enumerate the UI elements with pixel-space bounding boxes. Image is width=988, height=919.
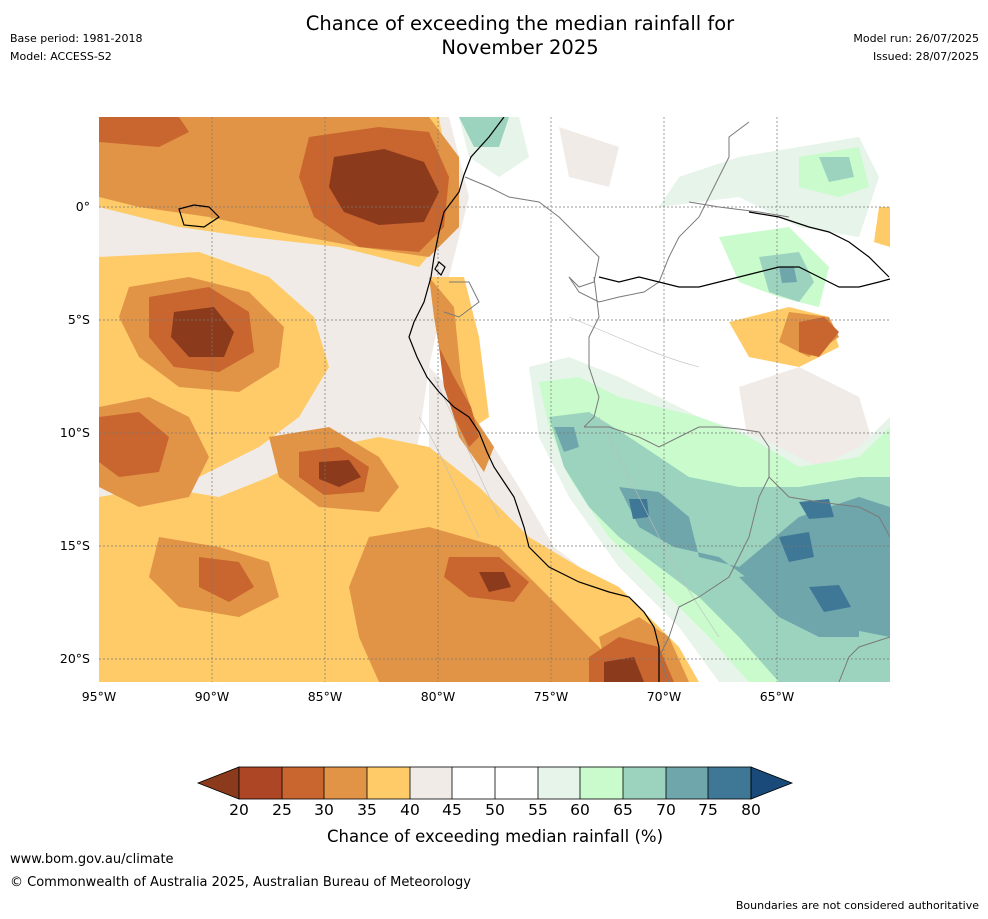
colorbar-label-80: 80	[741, 801, 761, 819]
y-tick-10s: 10°S	[59, 425, 90, 440]
y-tick-15s: 15°S	[59, 538, 90, 553]
colorbar-dividers	[238, 766, 752, 800]
colorbar-label-75: 75	[698, 801, 718, 819]
colorbar	[196, 766, 794, 800]
website-link[interactable]: www.bom.gov.au/climate	[10, 852, 174, 867]
rainfall-contour-map	[99, 117, 890, 682]
colorbar-label-45: 45	[442, 801, 462, 819]
colorbar-label-70: 70	[656, 801, 676, 819]
model-run-label: Model run: 26/07/2025	[853, 32, 979, 45]
copyright-text: © Commonwealth of Australia 2025, Austra…	[10, 875, 471, 890]
map-title: Chance of exceeding the median rainfall …	[200, 12, 840, 60]
y-tick-0: 0°	[75, 199, 90, 214]
colorbar-title: Chance of exceeding median rainfall (%)	[326, 827, 664, 846]
colorbar-bin-65-70	[623, 767, 666, 799]
title-line-2: November 2025	[441, 36, 599, 59]
x-tick-70w: 70°W	[646, 689, 682, 704]
colorbar-label-55: 55	[528, 801, 548, 819]
x-tick-95w: 95°W	[81, 689, 117, 704]
colorbar-label-65: 65	[613, 801, 633, 819]
x-tick-85w: 85°W	[307, 689, 343, 704]
country-borders	[443, 121, 890, 682]
x-tick-75w: 75°W	[533, 689, 569, 704]
colorbar-label-35: 35	[357, 801, 377, 819]
colorbar-label-30: 30	[314, 801, 334, 819]
colorbar-label-60: 60	[570, 801, 590, 819]
colorbar-bin-40-45	[410, 767, 452, 799]
colorbar-bin-20-25	[239, 767, 282, 799]
x-tick-80w: 80°W	[420, 689, 456, 704]
x-tick-65w: 65°W	[759, 689, 795, 704]
y-tick-20s: 20°S	[59, 651, 90, 666]
colorbar-bin-50-55	[495, 767, 538, 799]
band-20	[171, 149, 644, 682]
colorbar-label-50: 50	[485, 801, 505, 819]
colorbar-bin-35-40	[367, 767, 410, 799]
colorbar-label-40: 40	[400, 801, 420, 819]
x-tick-90w: 90°W	[194, 689, 230, 704]
disclaimer-text: Boundaries are not considered authoritat…	[735, 899, 979, 912]
colorbar-over-arrow	[750, 766, 794, 800]
base-period-label: Base period: 1981-2018	[10, 32, 143, 45]
coastline	[178, 117, 890, 682]
colorbar-bin-55-60	[538, 767, 580, 799]
colorbar-bin-60-65	[580, 767, 623, 799]
colorbar-label-20: 20	[229, 801, 249, 819]
y-tick-5s: 5°S	[67, 312, 90, 327]
rainfall-map	[99, 117, 890, 682]
colorbar-under-arrow	[196, 766, 240, 800]
title-line-1: Chance of exceeding the median rainfall …	[305, 12, 735, 35]
band-80	[629, 499, 851, 612]
colorbar-bin-25-30	[282, 767, 324, 799]
contour-lines	[418, 316, 720, 638]
issued-label: Issued: 28/07/2025	[872, 50, 979, 63]
colorbar-bin-75-80	[708, 767, 751, 799]
colorbar-label-25: 25	[272, 801, 292, 819]
model-label: Model: ACCESS-S2	[10, 50, 112, 63]
colorbar-bin-30-35	[324, 767, 367, 799]
colorbar-bin-70-75	[666, 767, 708, 799]
colorbar-bin-45-50	[452, 767, 495, 799]
